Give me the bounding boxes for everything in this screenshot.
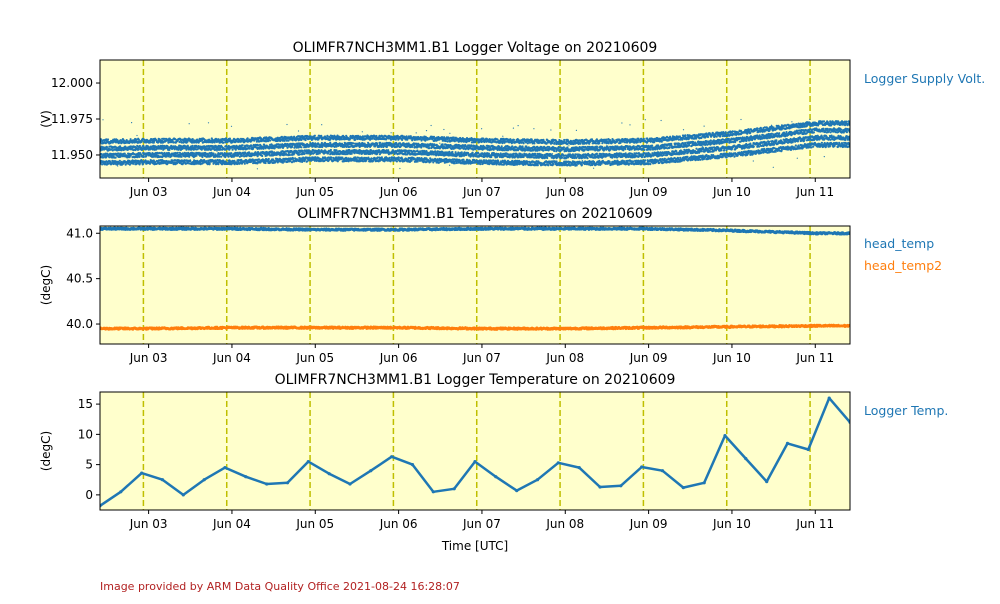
voltage-point	[212, 152, 214, 154]
voltage-point	[181, 156, 183, 158]
voltage-point	[492, 159, 494, 161]
voltage-point	[537, 164, 539, 166]
voltage-point	[177, 152, 179, 154]
voltage-point	[663, 154, 665, 156]
voltage-point	[351, 153, 353, 155]
voltage-point	[675, 150, 677, 152]
voltage-point	[314, 142, 316, 144]
voltage-point	[115, 157, 117, 159]
voltage-point	[244, 163, 246, 165]
voltage-point	[456, 162, 458, 164]
voltage-point	[632, 160, 634, 162]
voltage-point	[220, 156, 222, 158]
voltage-point	[581, 164, 583, 166]
voltage-point	[389, 157, 391, 159]
voltage-point	[330, 149, 332, 151]
voltage-point	[261, 155, 263, 157]
voltage-point	[753, 146, 755, 148]
voltage-point	[472, 152, 474, 154]
voltage-point	[797, 140, 799, 142]
voltage-point	[232, 149, 234, 151]
voltage-point	[109, 160, 111, 162]
voltage-point	[304, 159, 306, 161]
voltage-point	[230, 152, 232, 154]
voltage-point	[831, 135, 833, 137]
voltage-point	[720, 149, 722, 151]
voltage-point	[289, 154, 291, 156]
voltage-point	[695, 148, 697, 150]
voltage-point	[541, 154, 543, 156]
voltage-point	[488, 153, 490, 155]
voltage-point	[775, 139, 777, 141]
voltage-point	[235, 149, 237, 151]
voltage-point	[170, 155, 172, 157]
voltage-point	[664, 158, 666, 160]
voltage-point	[265, 162, 267, 164]
panel-1: Logger Supply Volt.OLIMFR7NCH3MM1.B1 Log…	[39, 40, 985, 199]
voltage-point	[461, 151, 463, 153]
voltage-point	[773, 144, 775, 146]
voltage-point	[726, 156, 728, 158]
voltage-point	[454, 162, 456, 164]
voltage-point	[209, 163, 211, 165]
voltage-point	[241, 155, 243, 157]
voltage-point	[644, 159, 646, 161]
voltage-point	[546, 157, 548, 159]
voltage-point	[258, 158, 260, 160]
voltage-point	[292, 158, 294, 160]
voltage-point	[552, 163, 554, 165]
voltage-point	[268, 158, 270, 160]
voltage-point	[601, 163, 603, 165]
voltage-point	[195, 155, 197, 157]
voltage-point	[596, 153, 598, 155]
voltage-point	[300, 146, 302, 148]
voltage-point	[561, 157, 563, 159]
voltage-point	[191, 145, 193, 147]
voltage-point	[139, 156, 141, 158]
voltage-point	[734, 155, 736, 157]
voltage-point	[498, 161, 500, 163]
voltage-point	[242, 144, 244, 146]
voltage-point	[143, 156, 145, 158]
voltage-point	[490, 156, 492, 158]
voltage-point	[303, 153, 305, 155]
voltage-point	[686, 156, 688, 158]
voltage-point	[812, 146, 814, 148]
voltage-point	[844, 139, 846, 141]
voltage-point	[477, 152, 479, 154]
voltage-point	[749, 143, 751, 145]
voltage-point	[227, 156, 229, 158]
voltage-point	[586, 157, 588, 159]
voltage-point	[316, 146, 318, 148]
voltage-point	[821, 142, 823, 144]
voltage-point	[768, 141, 770, 143]
voltage-point	[547, 164, 549, 166]
voltage-point	[410, 160, 412, 162]
voltage-point	[396, 160, 398, 162]
voltage-point	[699, 159, 701, 161]
voltage-point	[330, 157, 332, 159]
voltage-point	[462, 159, 464, 161]
